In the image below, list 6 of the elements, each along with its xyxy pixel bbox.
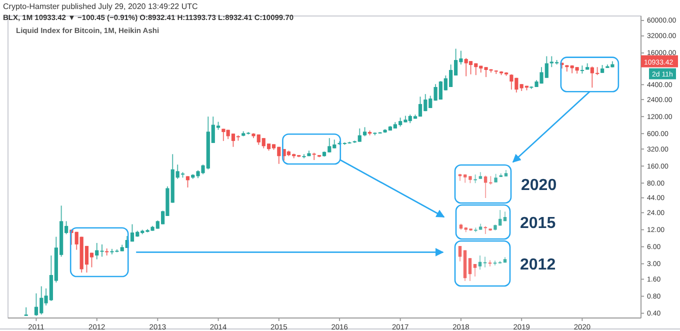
- chart-subtitle: Crypto-Hamster published July 29, 2020 13:49:22 UTC: [3, 2, 198, 11]
- annotation: 2020: [521, 177, 557, 194]
- annotation: 2012: [520, 256, 556, 274]
- candlestick: [362, 126, 367, 137]
- candlestick: [186, 176, 190, 188]
- annotation: 2015: [520, 215, 556, 232]
